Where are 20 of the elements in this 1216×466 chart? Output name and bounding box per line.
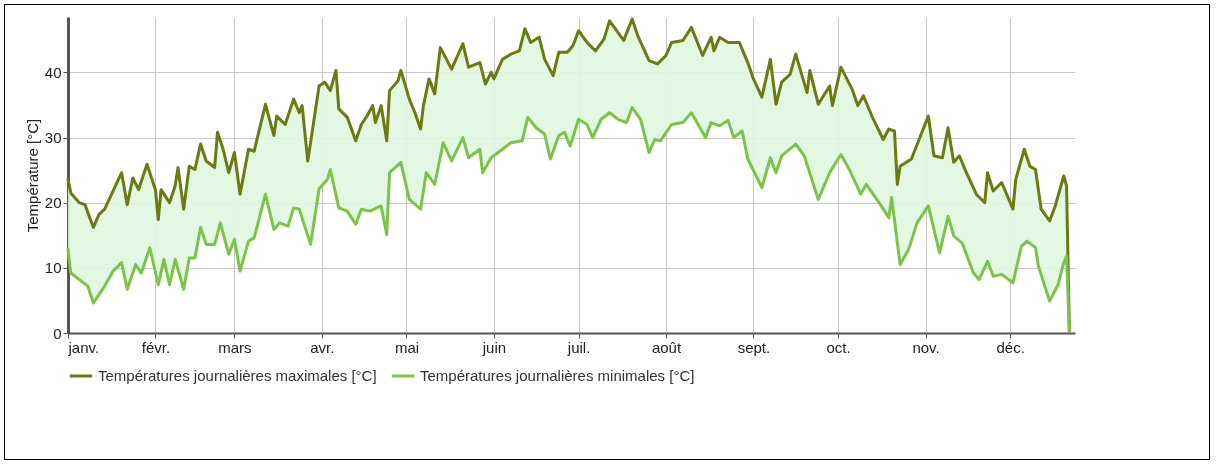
legend-label: Températures journalières minimales [°C] bbox=[420, 367, 695, 384]
x-tick-label: déc. bbox=[996, 338, 1025, 356]
legend-label: Températures journalières maximales [°C] bbox=[98, 367, 377, 384]
x-tick-label: févr. bbox=[141, 338, 171, 356]
x-tick-label: avr. bbox=[310, 338, 335, 356]
x-tick-label: mai bbox=[394, 338, 420, 356]
x-tick-label: oct. bbox=[826, 338, 851, 356]
x-tick-label: août bbox=[651, 338, 682, 356]
y-tick-label: 30 bbox=[44, 129, 62, 147]
y-tick-label: 0 bbox=[53, 324, 62, 342]
y-tick-label: 10 bbox=[44, 259, 62, 277]
y-tick-label: 20 bbox=[44, 194, 62, 212]
x-tick-label: sept. bbox=[737, 338, 771, 356]
x-tick-label: juil. bbox=[566, 338, 591, 356]
x-tick-label: nov. bbox=[912, 338, 940, 356]
x-tick-label: juin bbox=[481, 338, 507, 356]
x-tick-label: mars bbox=[218, 338, 252, 356]
y-tick-label: 40 bbox=[44, 63, 62, 81]
x-tick-label: janv. bbox=[67, 338, 100, 356]
y-axis-title: Température [°C] bbox=[23, 118, 41, 233]
